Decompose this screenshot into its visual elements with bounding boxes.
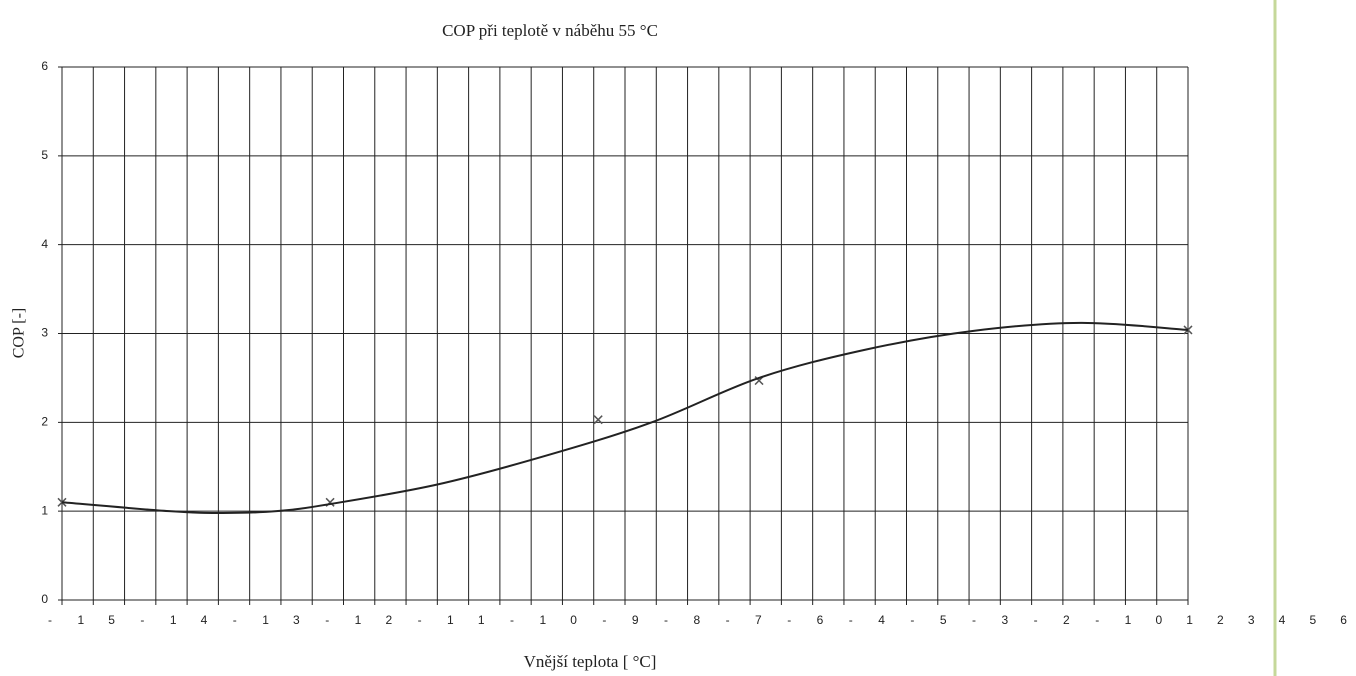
x-tick-label: 5 (940, 613, 947, 627)
x-tick-label: 1 (447, 613, 454, 627)
x-tick-label: 8 (693, 613, 700, 627)
y-tick-label: 2 (41, 415, 48, 429)
x-tick-label: - (1095, 613, 1099, 627)
data-marker (593, 415, 603, 425)
y-tick-label: 3 (41, 326, 48, 340)
x-tick-label: - (849, 613, 853, 627)
x-tick-label: 3 (1248, 613, 1255, 627)
x-tick-label: - (325, 613, 329, 627)
x-tick-label: 0 (570, 613, 577, 627)
x-tick-label: - (510, 613, 514, 627)
data-marker (57, 497, 67, 507)
y-axis-label: COP [-] (11, 308, 28, 359)
x-tick-label: 1 (77, 613, 84, 627)
x-tick-label: 6 (1340, 613, 1347, 627)
x-tick-label: 1 (355, 613, 362, 627)
x-tick-label: 5 (1309, 613, 1316, 627)
x-tick-label: 4 (1279, 613, 1286, 627)
x-tick-label: 0 (1155, 613, 1162, 627)
x-tick-label: - (910, 613, 914, 627)
trend-line (61, 321, 1189, 514)
x-tick-label: - (48, 613, 52, 627)
x-tick-label: 2 (1217, 613, 1224, 627)
y-tick-label: 4 (41, 237, 48, 251)
x-tick-label: - (1034, 613, 1038, 627)
x-tick-label: 6 (817, 613, 824, 627)
x-tick-label: 3 (1001, 613, 1008, 627)
x-tick-label: 9 (632, 613, 639, 627)
x-tick-label: - (233, 613, 237, 627)
x-tick-label: - (787, 613, 791, 627)
y-tick-label: 0 (41, 592, 48, 606)
x-tick-label: 2 (385, 613, 392, 627)
x-tick-label: 7 (755, 613, 762, 627)
x-axis-label: Vnější teplota [ °C] (524, 652, 657, 671)
x-tick-label: 1 (170, 613, 177, 627)
x-tick-label: - (418, 613, 422, 627)
x-tick-label: - (602, 613, 606, 627)
x-tick-label: 1 (478, 613, 485, 627)
y-tick-label: 6 (41, 59, 48, 73)
chart-title: COP při teplotě v náběhu 55 °C (442, 21, 658, 40)
data-marker (1183, 325, 1193, 335)
x-tick-label: - (664, 613, 668, 627)
x-tick-label: 1 (1125, 613, 1132, 627)
x-tick-label: - (726, 613, 730, 627)
x-tick-label: - (140, 613, 144, 627)
y-tick-label: 1 (41, 503, 48, 517)
x-tick-label: 5 (108, 613, 115, 627)
x-tick-label: 3 (293, 613, 300, 627)
x-tick-label: 1 (1186, 613, 1193, 627)
x-tick-label: - (972, 613, 976, 627)
x-tick-label: 2 (1063, 613, 1070, 627)
x-tick-label: 1 (262, 613, 269, 627)
x-tick-label: 1 (539, 613, 546, 627)
x-tick-label: 4 (878, 613, 885, 627)
x-tick-label: 4 (201, 613, 208, 627)
y-tick-label: 5 (41, 148, 48, 162)
